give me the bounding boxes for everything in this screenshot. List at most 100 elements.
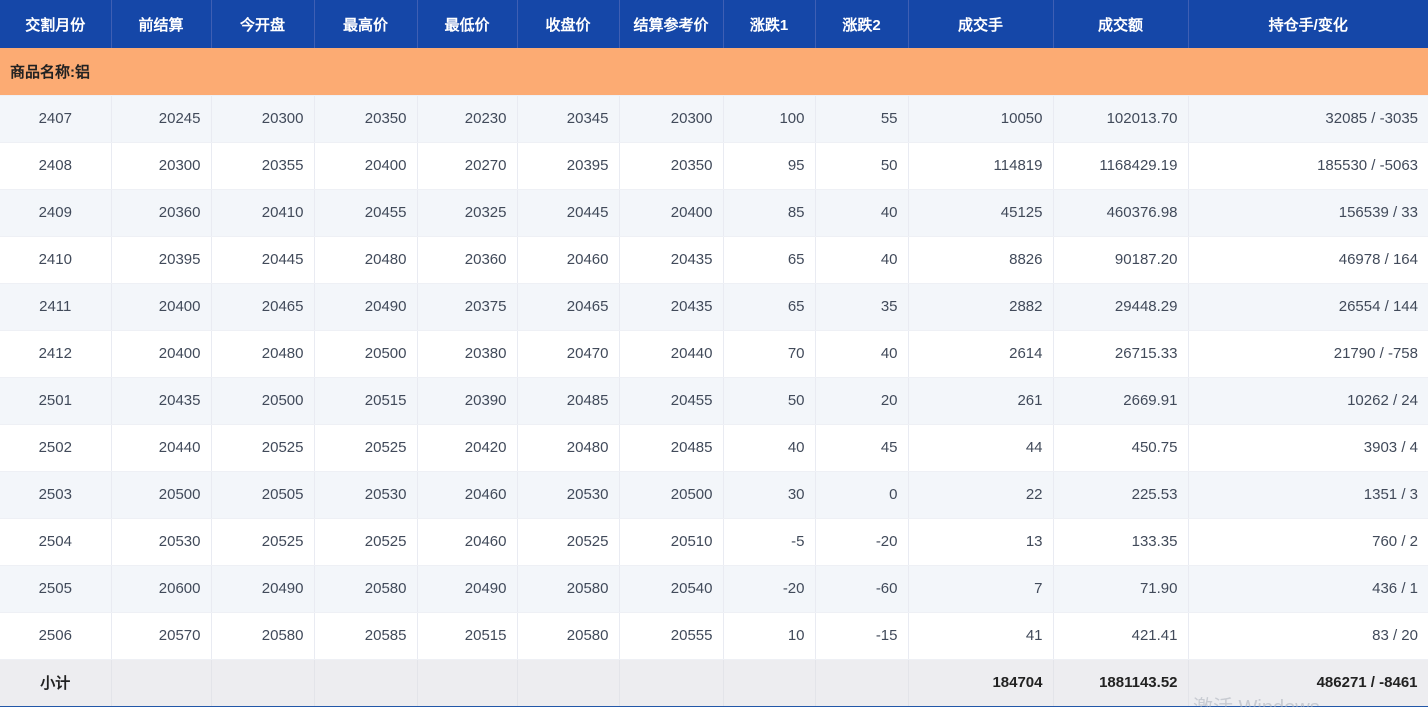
cell-volume: 22 bbox=[908, 471, 1054, 519]
cell-open: 20410 bbox=[211, 189, 315, 237]
cell-prev-settle: 20400 bbox=[111, 283, 212, 331]
cell-volume: 2614 bbox=[908, 330, 1054, 378]
cell-change1: 100 bbox=[723, 95, 816, 143]
cell-high: 20515 bbox=[314, 377, 418, 425]
cell-high: 20455 bbox=[314, 189, 418, 237]
cell-volume: 45125 bbox=[908, 189, 1054, 237]
cell-high: 20480 bbox=[314, 236, 418, 284]
cell-volume: 13 bbox=[908, 518, 1054, 566]
cell-low: 20325 bbox=[417, 189, 518, 237]
cell-open-interest: 83 / 20 bbox=[1188, 612, 1428, 660]
column-header-high: 最高价 bbox=[314, 0, 418, 48]
cell-open: 20465 bbox=[211, 283, 315, 331]
cell-close: 20480 bbox=[517, 424, 620, 472]
cell-volume: 8826 bbox=[908, 236, 1054, 284]
subtotal-label: 小计 bbox=[0, 658, 112, 707]
subtotal-empty-cell bbox=[314, 658, 418, 707]
subtotal-volume: 184704 bbox=[908, 658, 1054, 707]
cell-close: 20580 bbox=[517, 565, 620, 613]
cell-change2: 35 bbox=[815, 283, 909, 331]
cell-high: 20585 bbox=[314, 612, 418, 660]
subtotal-empty-cell bbox=[815, 658, 909, 707]
cell-settle-ref: 20500 bbox=[619, 471, 724, 519]
cell-low: 20390 bbox=[417, 377, 518, 425]
table-header: 交割月份 前结算 今开盘 最高价 最低价 收盘价 结算参考价 涨跌1 涨跌2 成交手 成交额 持仓手/… bbox=[0, 0, 1428, 48]
cell-change2: 45 bbox=[815, 424, 909, 472]
cell-settle-ref: 20455 bbox=[619, 377, 724, 425]
cell-turnover: 2669.91 bbox=[1053, 377, 1189, 425]
column-header-close: 收盘价 bbox=[517, 0, 620, 48]
cell-turnover: 225.53 bbox=[1053, 471, 1189, 519]
cell-close: 20470 bbox=[517, 330, 620, 378]
cell-change2: 20 bbox=[815, 377, 909, 425]
cell-close: 20345 bbox=[517, 95, 620, 143]
cell-turnover: 102013.70 bbox=[1053, 95, 1189, 143]
cell-settle-ref: 20350 bbox=[619, 142, 724, 190]
cell-open: 20490 bbox=[211, 565, 315, 613]
cell-low: 20380 bbox=[417, 330, 518, 378]
cell-volume: 114819 bbox=[908, 142, 1054, 190]
cell-month: 2409 bbox=[0, 189, 112, 237]
cell-change2: 40 bbox=[815, 236, 909, 284]
table-row: 2412 20400 20480 20500 20380 20470 20440 70 40 26… bbox=[0, 330, 1428, 378]
table-row: 2409 20360 20410 20455 20325 20445 20400 85 40 45… bbox=[0, 189, 1428, 237]
cell-turnover: 133.35 bbox=[1053, 518, 1189, 566]
column-header-change2: 涨跌2 bbox=[815, 0, 909, 48]
cell-open: 20505 bbox=[211, 471, 315, 519]
cell-open: 20300 bbox=[211, 95, 315, 143]
cell-prev-settle: 20435 bbox=[111, 377, 212, 425]
cell-turnover: 26715.33 bbox=[1053, 330, 1189, 378]
subtotal-empty-cell bbox=[211, 658, 315, 707]
table-body: 商品名称:铝 2407 20245 20300 20350 20230 20345 20300… bbox=[0, 48, 1428, 707]
cell-low: 20460 bbox=[417, 471, 518, 519]
cell-open-interest: 185530 / -5063 bbox=[1188, 142, 1428, 190]
cell-volume: 41 bbox=[908, 612, 1054, 660]
cell-prev-settle: 20530 bbox=[111, 518, 212, 566]
cell-open: 20355 bbox=[211, 142, 315, 190]
cell-settle-ref: 20435 bbox=[619, 236, 724, 284]
cell-high: 20530 bbox=[314, 471, 418, 519]
cell-low: 20515 bbox=[417, 612, 518, 660]
cell-close: 20460 bbox=[517, 236, 620, 284]
cell-low: 20270 bbox=[417, 142, 518, 190]
subtotal-turnover: 1881143.52 bbox=[1053, 658, 1189, 707]
cell-change1: -20 bbox=[723, 565, 816, 613]
cell-change1: 10 bbox=[723, 612, 816, 660]
column-header-open: 今开盘 bbox=[211, 0, 315, 48]
cell-low: 20360 bbox=[417, 236, 518, 284]
cell-month: 2501 bbox=[0, 377, 112, 425]
cell-change1: 50 bbox=[723, 377, 816, 425]
cell-high: 20350 bbox=[314, 95, 418, 143]
cell-open-interest: 156539 / 33 bbox=[1188, 189, 1428, 237]
cell-open-interest: 26554 / 144 bbox=[1188, 283, 1428, 331]
cell-change2: 0 bbox=[815, 471, 909, 519]
table-row: 2504 20530 20525 20525 20460 20525 20510 -5 -20 1… bbox=[0, 518, 1428, 566]
cell-close: 20395 bbox=[517, 142, 620, 190]
cell-open-interest: 46978 / 164 bbox=[1188, 236, 1428, 284]
cell-settle-ref: 20485 bbox=[619, 424, 724, 472]
table-row: 2501 20435 20500 20515 20390 20485 20455 50 20 26… bbox=[0, 377, 1428, 425]
cell-turnover: 90187.20 bbox=[1053, 236, 1189, 284]
table-row: 2410 20395 20445 20480 20360 20460 20435 65 40 88… bbox=[0, 236, 1428, 284]
cell-open: 20480 bbox=[211, 330, 315, 378]
cell-settle-ref: 20440 bbox=[619, 330, 724, 378]
column-header-prev-settle: 前结算 bbox=[111, 0, 212, 48]
cell-settle-ref: 20300 bbox=[619, 95, 724, 143]
cell-month: 2407 bbox=[0, 95, 112, 143]
cell-close: 20525 bbox=[517, 518, 620, 566]
cell-change2: 50 bbox=[815, 142, 909, 190]
cell-volume: 10050 bbox=[908, 95, 1054, 143]
subtotal-row: 小计 184704 1881143.52 486271 / -8461 bbox=[0, 658, 1428, 707]
column-header-open-interest: 持仓手/变化 bbox=[1188, 0, 1428, 48]
cell-open-interest: 436 / 1 bbox=[1188, 565, 1428, 613]
cell-open-interest: 3903 / 4 bbox=[1188, 424, 1428, 472]
cell-month: 2411 bbox=[0, 283, 112, 331]
cell-volume: 261 bbox=[908, 377, 1054, 425]
cell-prev-settle: 20440 bbox=[111, 424, 212, 472]
table-row: 2505 20600 20490 20580 20490 20580 20540 -20 -60… bbox=[0, 565, 1428, 613]
cell-high: 20525 bbox=[314, 518, 418, 566]
cell-volume: 2882 bbox=[908, 283, 1054, 331]
cell-close: 20530 bbox=[517, 471, 620, 519]
